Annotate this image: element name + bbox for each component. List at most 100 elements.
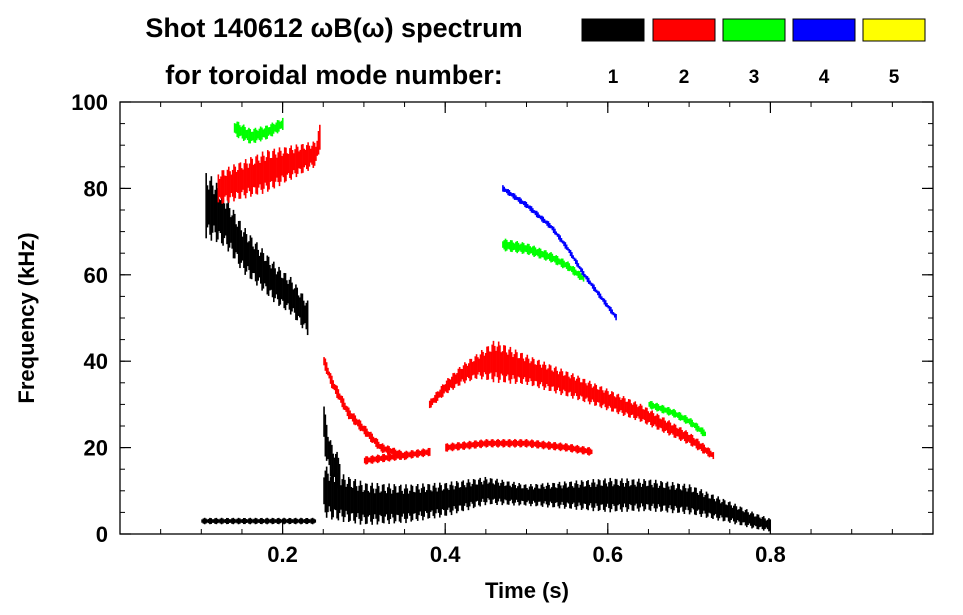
series-9-stripe bbox=[278, 147, 281, 187]
series-3-stripe bbox=[233, 213, 236, 259]
chart-title-line-1: Shot 140612 ωB(ω) spectrum bbox=[145, 13, 522, 43]
series-13-stripe bbox=[590, 282, 593, 286]
series-12-stripe bbox=[695, 422, 697, 431]
series-4-stripe bbox=[267, 518, 270, 524]
series-1-stripe bbox=[563, 481, 566, 509]
series-12 bbox=[648, 401, 706, 437]
series-13-stripe bbox=[600, 296, 603, 300]
series-1-stripe bbox=[632, 479, 635, 511]
series-8-stripe bbox=[342, 398, 345, 410]
series-4-stripe bbox=[257, 519, 259, 523]
series-5-stripe bbox=[569, 378, 572, 392]
series-8-stripe bbox=[403, 451, 406, 461]
series-5-stripe bbox=[517, 358, 519, 377]
series-6-stripe bbox=[555, 443, 558, 450]
series-12-stripe bbox=[701, 427, 704, 437]
series-1-stripe bbox=[704, 495, 706, 514]
series-4-stripe bbox=[285, 519, 288, 523]
series-9-stripe bbox=[221, 170, 224, 204]
series-2-stripe bbox=[324, 414, 327, 457]
series-1-stripe bbox=[541, 483, 544, 507]
series-4-stripe bbox=[265, 518, 267, 524]
series-5-stripe bbox=[633, 402, 635, 418]
series-5-stripe bbox=[582, 378, 585, 402]
series-13-stripe bbox=[554, 228, 556, 235]
series-5-stripe bbox=[434, 395, 436, 403]
series-1-stripe bbox=[667, 486, 670, 508]
series-10-stripe bbox=[543, 250, 546, 260]
series-5-stripe bbox=[447, 378, 449, 394]
series-13-stripe bbox=[548, 223, 551, 229]
series-6-stripe bbox=[510, 440, 512, 447]
series-5-stripe bbox=[631, 404, 634, 415]
series-8-stripe bbox=[354, 415, 357, 426]
series-3-stripe bbox=[254, 243, 257, 282]
series-1-stripe bbox=[405, 484, 407, 524]
series-1-stripe bbox=[325, 466, 328, 518]
series-1-stripe bbox=[511, 483, 514, 504]
series-1-stripe bbox=[513, 481, 515, 506]
series-1-stripe bbox=[545, 485, 548, 505]
series-6-stripe bbox=[472, 442, 475, 448]
series-5-stripe bbox=[452, 373, 454, 390]
series-10-stripe bbox=[551, 253, 554, 263]
series-1-stripe bbox=[459, 487, 462, 506]
series-13-stripe bbox=[561, 240, 564, 244]
series-5-stripe bbox=[650, 411, 652, 426]
series-13-stripe bbox=[558, 233, 560, 240]
series-7-stripe bbox=[369, 457, 371, 463]
series-9-stripe bbox=[311, 145, 313, 165]
series-9-stripe bbox=[266, 150, 269, 192]
series-1-stripe bbox=[718, 499, 721, 519]
series-5-stripe bbox=[620, 399, 622, 411]
series-13-stripe bbox=[506, 189, 508, 194]
series-5-stripe bbox=[689, 435, 691, 443]
series-6 bbox=[445, 438, 593, 456]
series-10-stripe bbox=[534, 247, 537, 257]
series-5-stripe bbox=[704, 447, 707, 453]
series-8 bbox=[323, 357, 406, 461]
series-3-stripe bbox=[283, 272, 286, 309]
series-6-stripe bbox=[525, 439, 528, 448]
series-8-stripe bbox=[400, 450, 402, 459]
series-1-stripe bbox=[634, 484, 636, 506]
series-13-stripe bbox=[533, 210, 535, 214]
series-5-stripe bbox=[529, 363, 531, 379]
series-7-stripe bbox=[408, 452, 410, 457]
series-1-stripe bbox=[426, 490, 428, 513]
series-1-stripe bbox=[560, 485, 562, 505]
series-5-stripe bbox=[503, 345, 505, 383]
series-13-stripe bbox=[571, 252, 573, 259]
series-7-stripe bbox=[396, 453, 399, 459]
series-10-stripe bbox=[554, 256, 556, 263]
series-3-stripe bbox=[291, 282, 293, 312]
series-13-stripe bbox=[593, 284, 595, 291]
series-4-stripe bbox=[296, 518, 298, 524]
series-5-stripe bbox=[605, 388, 608, 411]
series-9-stripe bbox=[281, 156, 283, 176]
series-1-stripe bbox=[344, 479, 346, 518]
x-tick-label: 0.4 bbox=[430, 542, 461, 567]
series-5-stripe bbox=[613, 396, 616, 409]
series-5-stripe bbox=[700, 443, 703, 452]
series-5-stripe bbox=[522, 358, 525, 380]
series-6-stripe bbox=[486, 439, 489, 448]
series-1-stripe bbox=[714, 501, 717, 514]
series-4-stripe bbox=[293, 518, 296, 524]
series-5-stripe bbox=[521, 352, 523, 384]
series-6-stripe bbox=[492, 439, 494, 448]
series-6-stripe bbox=[585, 448, 588, 454]
series-1-stripe bbox=[626, 478, 628, 512]
series-1-stripe bbox=[530, 484, 532, 507]
series-5-stripe bbox=[635, 404, 638, 419]
series-1-stripe bbox=[680, 490, 683, 507]
series-10-stripe bbox=[532, 246, 534, 256]
series-4-stripe bbox=[266, 517, 268, 525]
series-7-stripe bbox=[405, 450, 408, 460]
series-5-stripe bbox=[711, 452, 713, 457]
series-1-stripe bbox=[591, 482, 593, 508]
series-5-stripe bbox=[696, 438, 699, 451]
series-10-stripe bbox=[547, 253, 550, 260]
series-12-stripe bbox=[653, 404, 656, 409]
series-9-stripe bbox=[268, 151, 270, 190]
